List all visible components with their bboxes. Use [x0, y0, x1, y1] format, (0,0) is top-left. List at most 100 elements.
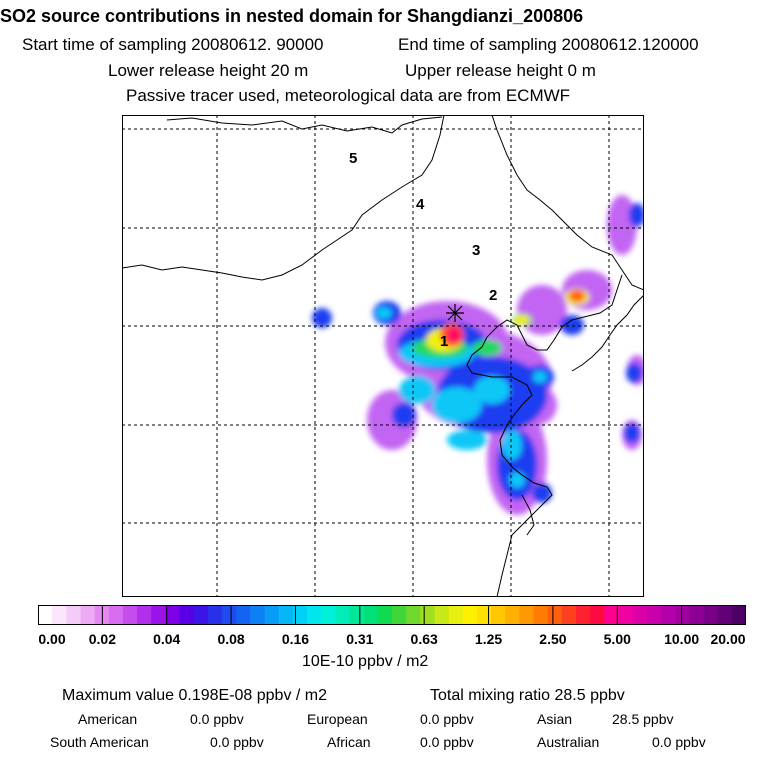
colorbar-cell: [165, 605, 181, 625]
colorbar-cell: [38, 605, 53, 625]
map-background: [122, 115, 644, 597]
colorbar-cell: [703, 605, 719, 625]
colorbar-cell: [151, 605, 166, 625]
borders-coastlines: [122, 115, 644, 597]
american-label: American: [78, 711, 138, 727]
colorbar-cell: [278, 605, 294, 625]
region-label-1: 1: [440, 333, 448, 350]
colorbar-cell: [476, 605, 492, 625]
colorbar-cell: [52, 605, 67, 625]
total-mixing-ratio: Total mixing ratio 28.5 ppbv: [430, 687, 625, 704]
colorbar-cell: [236, 605, 251, 625]
colorbar-cell: [80, 605, 96, 625]
colorbar-cell: [661, 605, 676, 625]
colorbar-cell: [519, 605, 535, 625]
european-label: European: [307, 711, 368, 727]
colorbar-cell: [363, 605, 379, 625]
coast-bohai: [466, 274, 623, 597]
colorbar-tick-label: 0.00: [38, 631, 66, 647]
maximum-value: Maximum value 0.198E-08 ppbv / m2: [62, 687, 328, 704]
colorbar-cell: [689, 605, 705, 625]
colorbar-unit: 10E-10 ppbv / m2: [302, 653, 429, 670]
colorbar-cell: [646, 605, 662, 625]
colorbar-cell: [561, 605, 577, 625]
colorbar-cell: [250, 605, 266, 625]
asian-value: 28.5 ppbv: [612, 711, 674, 727]
colorbar-cell: [448, 605, 464, 625]
australian-value: 0.0 ppbv: [652, 734, 706, 750]
colorbar-cell: [66, 605, 81, 625]
colorbar-tick-label: 0.08: [217, 631, 245, 647]
colorbar-cell: [179, 605, 195, 625]
colorbar-cell: [307, 605, 322, 625]
colorbar-cell: [292, 605, 308, 625]
colorbar-cell: [717, 605, 733, 625]
plot-title: SO2 source contributions in nested domai…: [0, 6, 584, 26]
colorbar-cell: [576, 605, 591, 625]
colorbar-cell: [731, 605, 746, 625]
colorbar-cell: [207, 605, 223, 625]
colorbar-cell: [392, 605, 407, 625]
border-north: [166, 116, 443, 134]
map-frame: [122, 115, 644, 597]
colorbar-cell: [406, 605, 421, 625]
south-american-value: 0.0 ppbv: [210, 734, 264, 750]
colorbar-cell: [618, 605, 634, 625]
colorbar-cell: [222, 605, 237, 625]
border-northeast: [491, 115, 644, 291]
asian-label: Asian: [537, 711, 573, 727]
region-label-2: 2: [489, 287, 497, 304]
region-label-3: 3: [472, 242, 480, 259]
colorbar-cell: [335, 605, 351, 625]
colorbar-cell: [604, 605, 620, 625]
grid-lines: [122, 115, 644, 597]
colorbar-tick-label: 1.25: [474, 631, 503, 647]
colorbar-tick-label: 10.00: [664, 631, 700, 647]
colorbar-tick-label: 0.63: [410, 631, 438, 647]
colorbar-tick-label: 5.00: [603, 631, 631, 647]
colorbar-tick-label: 2.50: [539, 631, 567, 647]
colorbar-cell: [137, 605, 152, 625]
colorbar-cell: [505, 605, 520, 625]
colorbar-tick-label: 20.00: [710, 631, 746, 647]
colorbar-cell: [349, 605, 365, 625]
colorbar-cell: [590, 605, 605, 625]
african-value: 0.0 ppbv: [420, 734, 474, 750]
border-inner: [122, 115, 445, 281]
colorbar: [38, 605, 746, 625]
colorbar-cell: [533, 605, 549, 625]
colorbar-cell: [321, 605, 336, 625]
region-label-5: 5: [349, 150, 357, 167]
colorbar-cell: [675, 605, 690, 625]
lower-release-height: Lower release height 20 m: [108, 61, 309, 80]
colorbar-tick-label: 0.04: [153, 631, 181, 647]
colorbar-cell: [108, 605, 124, 625]
colorbar-cell: [193, 605, 209, 625]
colorbar-tick-label: 0.02: [88, 631, 116, 647]
coast-shandong: [521, 494, 535, 536]
colorbar-cell: [491, 605, 506, 625]
colorbar-cell: [547, 605, 563, 625]
african-label: African: [327, 734, 371, 750]
australian-label: Australian: [537, 734, 600, 750]
region-label-4: 4: [416, 196, 425, 213]
colorbar-cell: [377, 605, 393, 625]
european-value: 0.0 ppbv: [420, 711, 474, 727]
upper-release-height: Upper release height 0 m: [405, 61, 596, 80]
south-american-label: South American: [50, 734, 149, 750]
colorbar-cell: [462, 605, 478, 625]
colorbar-tick-label: 0.31: [346, 631, 374, 647]
colorbar-cell: [420, 605, 435, 625]
coast-korea: [571, 294, 644, 372]
american-value: 0.0 ppbv: [190, 711, 244, 727]
colorbar-cell: [632, 605, 648, 625]
station-star-icon: [446, 304, 464, 322]
tracer-note: Passive tracer used, meteorological data…: [126, 86, 571, 105]
end-time: End time of sampling 20080612.120000: [398, 35, 699, 54]
map-panel: 5 4 3 2 1: [122, 115, 644, 597]
colorbar-cell: [264, 605, 280, 625]
colorbar-cell: [434, 605, 450, 625]
start-time: Start time of sampling 20080612. 90000: [22, 35, 324, 54]
colorbar-tick-label: 0.16: [281, 631, 310, 647]
concentration-field: [312, 195, 644, 515]
